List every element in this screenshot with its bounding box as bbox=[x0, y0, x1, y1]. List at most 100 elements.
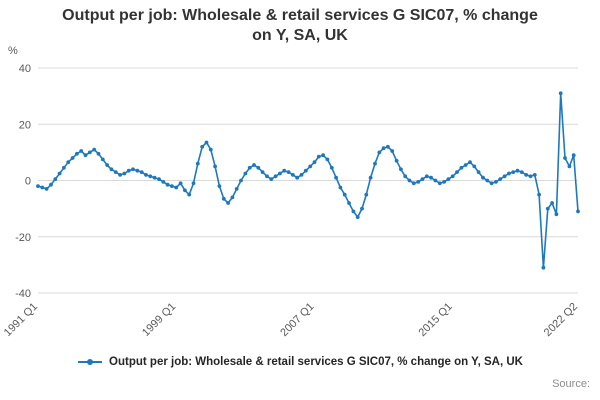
data-point-marker bbox=[239, 178, 243, 183]
data-point-marker bbox=[208, 147, 213, 152]
data-point-marker bbox=[351, 209, 356, 214]
data-point-marker bbox=[44, 187, 49, 191]
data-point-marker bbox=[563, 156, 567, 160]
data-point-marker bbox=[230, 195, 235, 200]
data-point-marker bbox=[126, 168, 131, 173]
x-tick-label: 2015 Q1 bbox=[416, 301, 454, 339]
data-point-marker bbox=[187, 192, 192, 197]
data-point-marker bbox=[152, 175, 157, 180]
data-point-marker bbox=[83, 153, 88, 158]
legend-marker-dot bbox=[87, 359, 94, 365]
data-point-marker bbox=[92, 147, 97, 152]
data-point-marker bbox=[291, 173, 295, 177]
x-tick-label: 2007 Q1 bbox=[278, 301, 316, 339]
data-point-marker bbox=[295, 175, 300, 180]
data-point-marker bbox=[485, 178, 490, 183]
data-point-marker bbox=[515, 168, 520, 173]
y-axis-unit-label: % bbox=[8, 45, 18, 57]
data-point-marker bbox=[57, 171, 62, 176]
data-point-marker bbox=[502, 174, 507, 179]
data-point-marker bbox=[157, 177, 161, 181]
data-point-marker bbox=[481, 175, 485, 180]
data-point-marker bbox=[489, 181, 494, 186]
data-point-marker bbox=[381, 146, 386, 151]
x-tick-label: 1991 Q1 bbox=[2, 301, 40, 339]
data-point-marker bbox=[278, 171, 282, 176]
data-point-marker bbox=[286, 170, 291, 174]
data-point-marker bbox=[165, 182, 170, 187]
data-point-marker bbox=[554, 212, 559, 217]
data-point-marker bbox=[338, 185, 343, 190]
x-tick-label: 1999 Q1 bbox=[140, 301, 178, 339]
y-tick-label: 40 bbox=[19, 63, 31, 75]
data-point-marker bbox=[191, 181, 196, 186]
chart-title: Output per job: Wholesale & retail servi… bbox=[62, 7, 538, 44]
data-point-marker bbox=[135, 168, 140, 173]
x-tick-label: 2022 Q2 bbox=[542, 301, 580, 339]
data-point-marker bbox=[79, 149, 84, 153]
data-point-marker bbox=[183, 188, 187, 193]
data-point-marker bbox=[403, 174, 408, 179]
data-point-marker bbox=[303, 168, 308, 173]
data-point-marker bbox=[204, 140, 209, 145]
data-point-marker bbox=[144, 173, 148, 177]
data-point-marker bbox=[411, 181, 416, 186]
data-point-marker bbox=[105, 163, 109, 167]
data-point-marker bbox=[217, 184, 222, 189]
data-point-marker bbox=[87, 150, 92, 155]
data-point-marker bbox=[494, 180, 498, 184]
data-point-marker bbox=[373, 161, 377, 166]
data-point-marker bbox=[519, 170, 524, 174]
data-point-marker bbox=[256, 165, 261, 170]
data-point-marker bbox=[131, 167, 135, 172]
data-point-marker bbox=[260, 170, 265, 174]
data-point-marker bbox=[364, 192, 369, 197]
data-point-marker bbox=[558, 91, 563, 96]
data-point-marker bbox=[273, 174, 278, 179]
data-point-marker bbox=[511, 170, 516, 174]
data-point-marker bbox=[498, 177, 503, 181]
legend: Output per job: Wholesale & retail servi… bbox=[0, 356, 600, 368]
data-point-marker bbox=[36, 184, 40, 189]
data-point-marker bbox=[524, 173, 529, 177]
data-point-marker bbox=[459, 165, 464, 170]
data-point-marker bbox=[334, 175, 338, 180]
data-point-marker bbox=[429, 175, 433, 180]
data-point-marker bbox=[247, 165, 252, 170]
data-point-marker bbox=[122, 171, 127, 176]
data-point-marker bbox=[243, 171, 248, 176]
data-point-marker bbox=[541, 265, 546, 270]
data-point-marker bbox=[62, 165, 66, 170]
data-point-marker bbox=[53, 177, 58, 181]
data-point-marker bbox=[96, 151, 101, 156]
y-tick-label: -20 bbox=[15, 232, 31, 244]
data-point-marker bbox=[299, 173, 304, 177]
legend-line-marker-icon bbox=[78, 359, 103, 365]
data-point-marker bbox=[416, 180, 421, 184]
data-point-marker bbox=[576, 209, 580, 214]
data-point-marker bbox=[213, 164, 218, 169]
data-point-marker bbox=[282, 168, 287, 173]
data-point-marker bbox=[394, 158, 399, 163]
data-point-marker bbox=[49, 182, 53, 187]
data-point-marker bbox=[325, 157, 330, 162]
data-point-marker bbox=[195, 161, 200, 166]
data-point-marker bbox=[269, 177, 274, 181]
data-point-marker bbox=[139, 170, 144, 174]
data-point-marker bbox=[360, 206, 364, 211]
data-point-marker bbox=[347, 201, 351, 205]
data-point-marker bbox=[100, 157, 105, 162]
data-point-marker bbox=[75, 151, 79, 156]
data-point-marker bbox=[455, 170, 459, 174]
data-point-marker bbox=[476, 170, 481, 174]
data-point-marker bbox=[450, 174, 455, 179]
data-point-marker bbox=[148, 174, 153, 179]
y-tick-label: 0 bbox=[25, 176, 31, 188]
data-point-marker bbox=[567, 164, 572, 169]
data-point-marker bbox=[40, 185, 45, 190]
data-point-marker bbox=[442, 180, 446, 184]
data-point-marker bbox=[109, 167, 114, 172]
data-point-marker bbox=[308, 164, 313, 169]
data-point-marker bbox=[386, 144, 390, 149]
data-point-marker bbox=[571, 153, 576, 158]
